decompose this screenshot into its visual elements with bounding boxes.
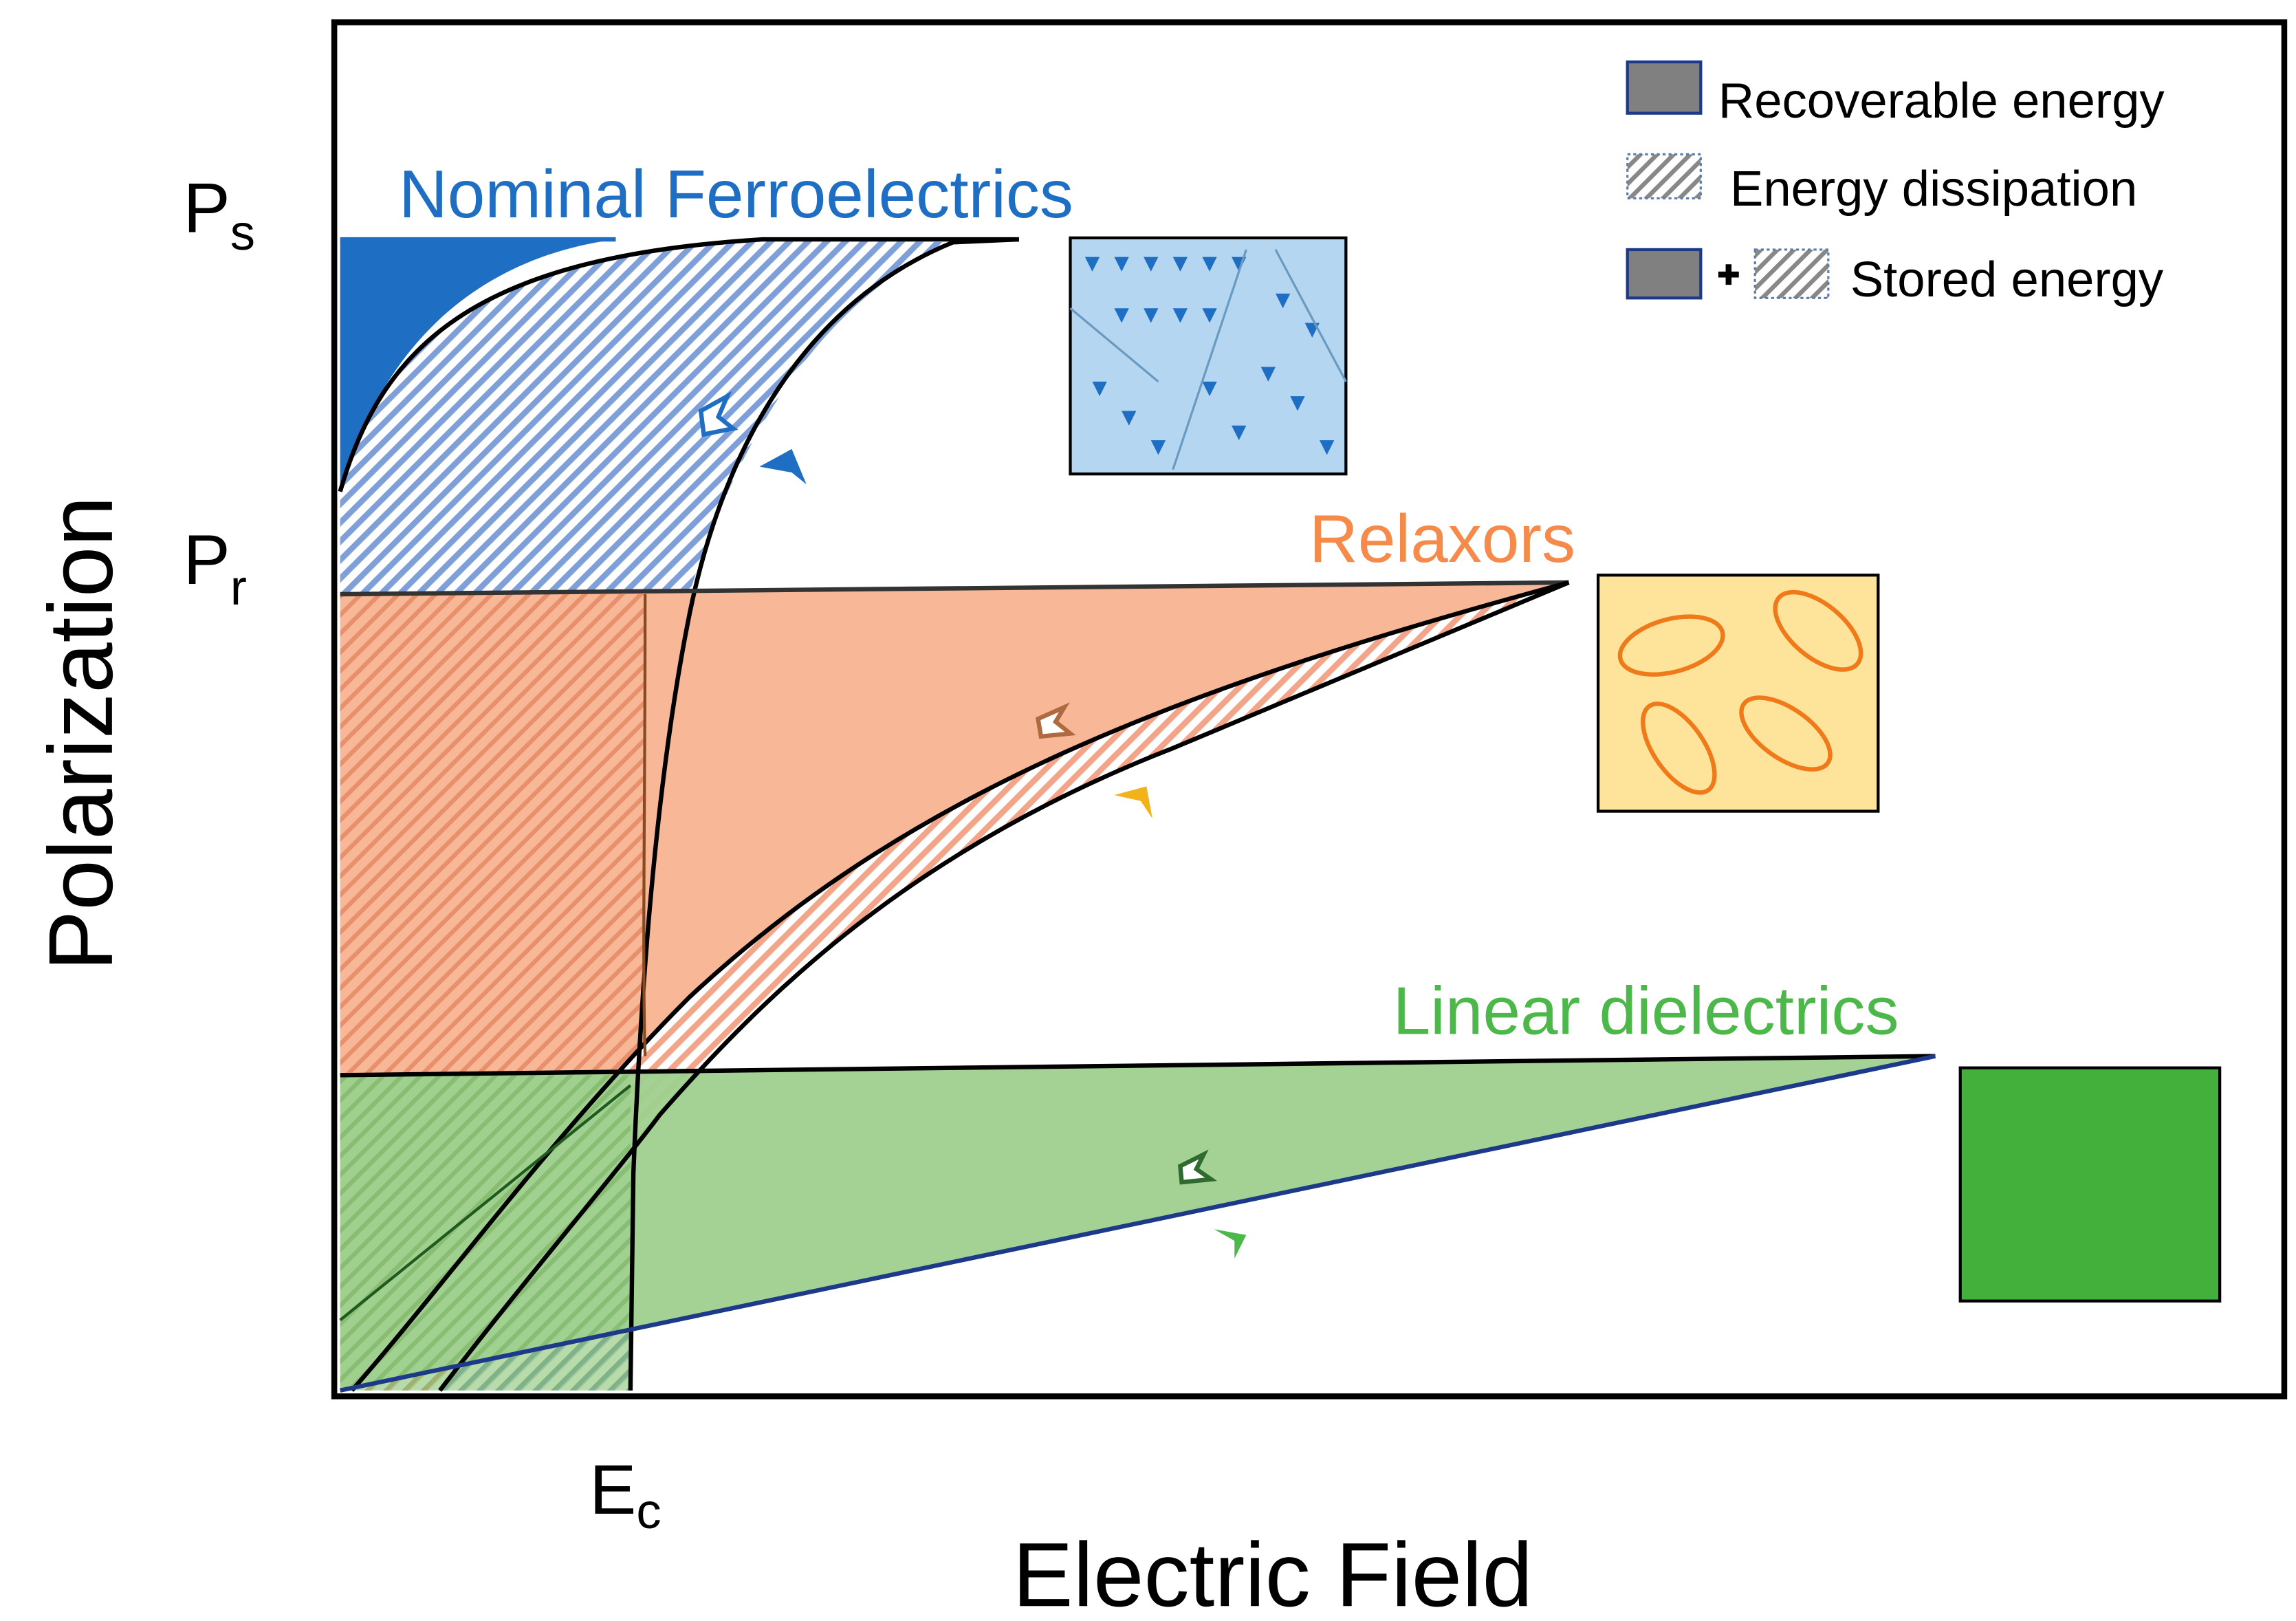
ld-inset <box>1958 1066 2222 1303</box>
rx-inset <box>1596 574 1880 813</box>
fe-walls <box>1069 249 1347 470</box>
material-label: Linear dielectrics <box>1393 973 1899 1049</box>
arrow <box>1178 1149 1218 1185</box>
ld-line <box>340 1054 1936 1393</box>
pr-label: Pr <box>184 520 247 616</box>
ld-hatch <box>340 1075 631 1391</box>
legend-swatch <box>1626 153 1702 199</box>
ld-mid <box>339 1084 632 1322</box>
legend-plus <box>1718 264 1739 285</box>
fe-discharge <box>338 237 1019 492</box>
ld-top <box>340 1054 1936 1078</box>
fe-inset <box>1069 236 1348 476</box>
legend-swatch <box>1626 60 1703 115</box>
legend-swatch <box>1753 248 1830 299</box>
legend-label: Recoverable energy <box>1718 73 2165 129</box>
rx-top <box>340 580 1569 597</box>
arrow <box>698 391 739 437</box>
legend-swatch <box>1626 248 1703 300</box>
legend-label: Stored energy <box>1850 252 2164 307</box>
legend-label: Energy dissipation <box>1730 161 2137 217</box>
curves <box>338 237 1936 1393</box>
fe-dissipation <box>340 239 953 595</box>
rx-ec <box>642 594 647 1056</box>
rx-charge <box>438 580 1570 1392</box>
arrow <box>1214 1229 1247 1259</box>
x-axis-label: Electric Field <box>1012 1524 1533 1621</box>
rx-nanodomains <box>1617 589 1863 795</box>
arrow <box>1036 702 1076 739</box>
arrow <box>1114 786 1152 819</box>
material-label: Nominal Ferroelectrics <box>399 156 1073 232</box>
ps-label: Ps <box>184 168 256 261</box>
rx-discharge <box>350 580 1570 1392</box>
arrow <box>759 448 807 485</box>
material-label: Relaxors <box>1309 501 1575 576</box>
rx-recoverable <box>340 582 1569 1391</box>
fe-recoverable <box>340 239 616 492</box>
y-axis-label: Polarization <box>30 496 132 971</box>
ec-label: Ec <box>589 1450 662 1539</box>
